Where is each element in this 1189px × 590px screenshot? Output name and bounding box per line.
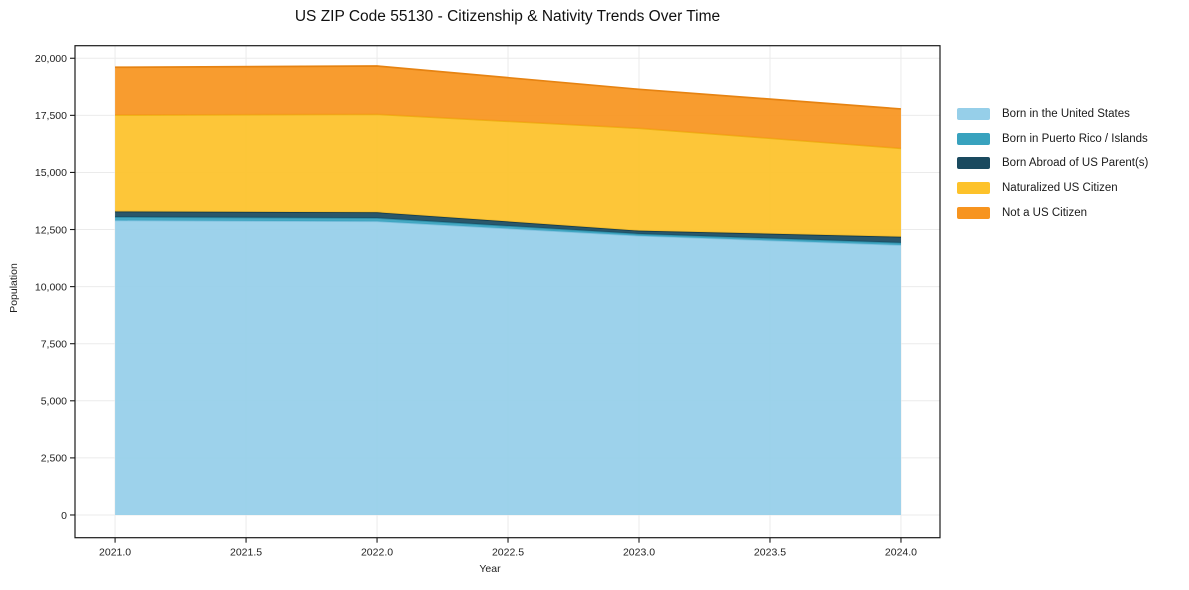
x-tick-label: 2023.0	[623, 547, 655, 559]
x-tick-label: 2022.0	[361, 547, 393, 559]
y-tick-label: 20,000	[35, 53, 67, 65]
legend-label: Not a US Citizen	[1002, 206, 1088, 219]
y-tick-label: 5,000	[41, 396, 67, 408]
y-tick-label: 10,000	[35, 281, 67, 293]
legend-label: Naturalized US Citizen	[1002, 182, 1118, 195]
x-tick-label: 2024.0	[885, 547, 917, 559]
x-tick-label: 2021.5	[230, 547, 262, 559]
y-axis-label: Population	[8, 263, 20, 313]
legend-swatch	[957, 157, 990, 170]
legend-item: Born Abroad of US Parent(s)	[957, 157, 1149, 170]
legend: Born in the United States Born in Puerto…	[957, 108, 1148, 231]
legend-item: Not a US Citizen	[957, 206, 1148, 219]
chart-title: US ZIP Code 55130 - Citizenship & Nativi…	[294, 8, 721, 25]
area-series-3	[115, 114, 901, 237]
legend-item: Naturalized US Citizen	[957, 182, 1148, 195]
x-axis-label: Year	[479, 563, 501, 575]
area-series-1	[115, 216, 901, 246]
legend-swatch	[957, 206, 990, 219]
y-tick-label: 17,500	[35, 110, 67, 122]
y-tick-label: 7,500	[41, 339, 67, 351]
area-series-4	[115, 66, 901, 149]
y-tick-label: 12,500	[35, 224, 67, 236]
legend-item: Born in Puerto Rico / Islands	[957, 132, 1148, 145]
legend-item: Born in the United States	[957, 108, 1148, 120]
legend-label: Born Abroad of US Parent(s)	[1002, 157, 1149, 170]
area-edge-4	[115, 65, 902, 110]
legend-label: Born in Puerto Rico / Islands	[1002, 132, 1148, 145]
x-tick-label: 2023.5	[754, 547, 786, 559]
area-series-2	[115, 211, 901, 243]
area-series-0	[115, 220, 901, 515]
x-tick-label: 2021.0	[99, 547, 131, 559]
y-tick-label: 2,500	[41, 453, 67, 465]
y-tick-label: 15,000	[35, 167, 67, 179]
y-tick-label: 0	[61, 510, 67, 522]
legend-label: Born in the United States	[1002, 108, 1130, 120]
legend-swatch	[957, 182, 990, 195]
legend-swatch	[957, 132, 990, 145]
legend-swatch	[957, 108, 990, 120]
x-tick-label: 2022.5	[492, 547, 524, 559]
